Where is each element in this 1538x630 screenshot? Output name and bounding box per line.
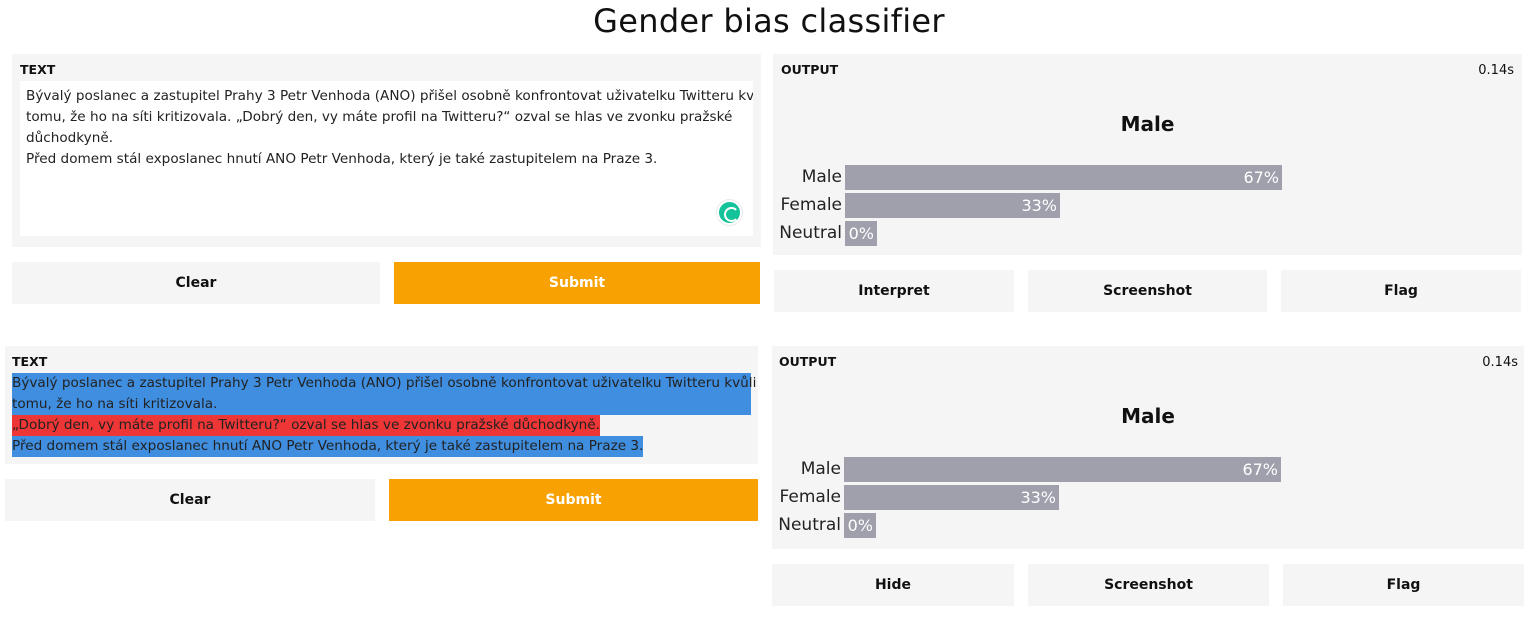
interpretation-text: Bývalý poslanec a zastupitel Prahy 3 Pet… <box>12 373 756 461</box>
flag-button[interactable]: Flag <box>1283 564 1524 606</box>
text-input-line: důchodkyně. <box>26 130 114 146</box>
confidence-bar: 33% <box>844 485 1059 510</box>
page-title: Gender bias classifier <box>593 2 945 40</box>
predicted-label: Male <box>1120 112 1175 136</box>
bar-label: Neutral <box>779 223 842 243</box>
confidence-bars: Male 67% Female 33% Neutral 0% <box>773 165 1522 249</box>
elapsed-time: 0.14s <box>1478 63 1514 78</box>
output-panel: OUTPUT 0.14s Male Male 67% Female 33% Neutra… <box>772 346 1524 549</box>
bar-label: Neutral <box>778 515 841 535</box>
bar-label: Male <box>800 459 841 479</box>
screenshot-button[interactable]: Screenshot <box>1028 270 1267 312</box>
bar-percentage: 33% <box>1020 488 1056 507</box>
confidence-bar: 33% <box>845 193 1060 218</box>
confidence-bar: 0% <box>845 221 877 246</box>
text-input-line: Před domem stál exposlanec hnutí ANO Pet… <box>26 151 658 167</box>
output-label: OUTPUT <box>779 354 837 369</box>
confidence-bars: Male 67% Female 33% Neutral 0% <box>772 457 1524 541</box>
clear-button[interactable]: Clear <box>12 262 380 304</box>
submit-button[interactable]: Submit <box>394 262 760 304</box>
bar-percentage: 33% <box>1021 196 1057 215</box>
grammarly-icon[interactable] <box>717 200 742 225</box>
predicted-label: Male <box>1121 404 1175 428</box>
bar-label: Female <box>779 487 841 507</box>
elapsed-time: 0.14s <box>1482 355 1518 370</box>
bar-label: Male <box>801 167 842 187</box>
bar-percentage: 67% <box>1243 168 1279 187</box>
bar-label: Female <box>780 195 842 215</box>
flag-button[interactable]: Flag <box>1281 270 1521 312</box>
output-panel: OUTPUT 0.14s Male Male 67% Female 33% Neutra… <box>773 54 1522 255</box>
text-input-line: Bývalý poslanec a zastupitel Prahy 3 Pet… <box>26 88 753 104</box>
text-input-field[interactable]: Bývalý poslanec a zastupitel Prahy 3 Pet… <box>20 81 753 236</box>
output-label: OUTPUT <box>781 62 839 77</box>
confidence-bar: 67% <box>844 457 1281 482</box>
interpretation-panel: TEXT Bývalý poslanec a zastupitel Prahy … <box>5 346 758 464</box>
interpret-button[interactable]: Interpret <box>774 270 1014 312</box>
screenshot-button[interactable]: Screenshot <box>1028 564 1269 606</box>
hide-button[interactable]: Hide <box>772 564 1014 606</box>
text-input-panel: TEXT Bývalý poslanec a zastupitel Prahy … <box>12 54 761 247</box>
submit-button[interactable]: Submit <box>389 479 758 521</box>
bar-percentage: 0% <box>847 516 873 535</box>
clear-button[interactable]: Clear <box>5 479 375 521</box>
text-input-label: TEXT <box>20 62 56 77</box>
bar-percentage: 0% <box>848 224 874 243</box>
highlight-segment-text: Před domem stál exposlanec hnutí ANO Pet… <box>12 436 644 457</box>
confidence-bar: 0% <box>844 513 876 538</box>
highlight-segment-text: Bývalý poslanec a zastupitel Prahy 3 Pet… <box>12 375 757 391</box>
confidence-bar: 67% <box>845 165 1282 190</box>
highlight-segment <box>12 373 751 415</box>
text-input-line: tomu, že ho na síti kritizovala. „Dobrý … <box>26 109 733 125</box>
highlight-segment-text: tomu, že ho na síti kritizovala. <box>12 396 218 412</box>
interpretation-label: TEXT <box>12 354 48 369</box>
highlight-segment-text: „Dobrý den, vy máte profil na Twitteru?“… <box>12 415 600 436</box>
bar-percentage: 67% <box>1242 460 1278 479</box>
